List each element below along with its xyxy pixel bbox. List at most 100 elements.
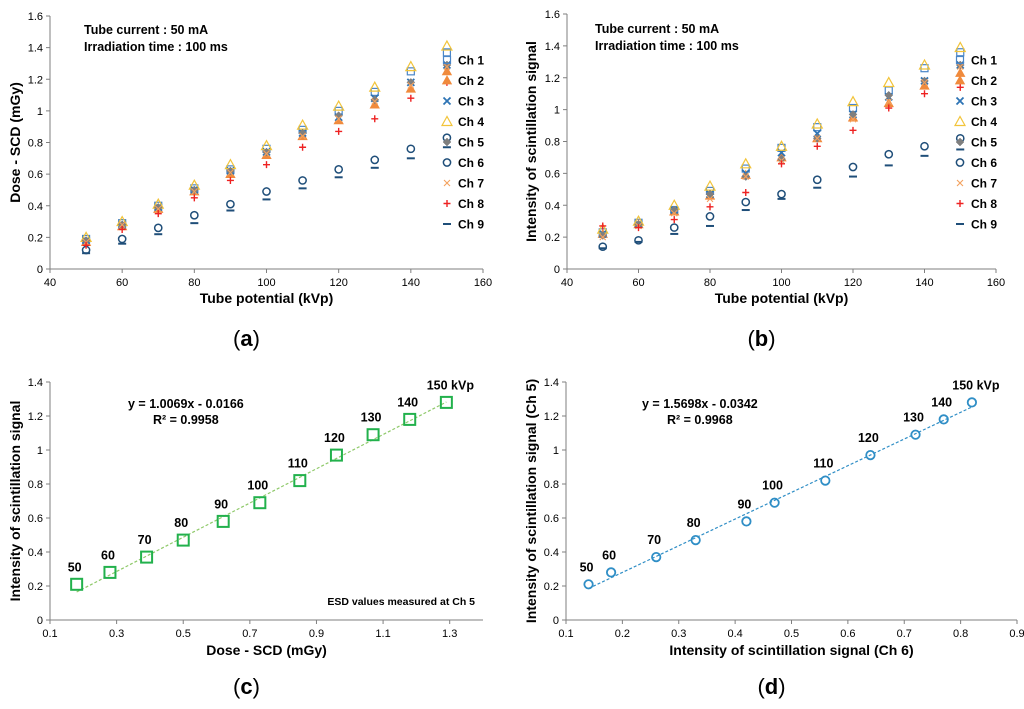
x-tick-label: 0.3	[671, 628, 686, 640]
y-tick-label: 0.4	[545, 200, 560, 212]
x-tick-label: 0.5	[784, 628, 799, 640]
data-point	[293, 474, 307, 488]
point-label: 110	[813, 457, 833, 471]
data-point	[176, 533, 190, 547]
legend-marker	[443, 200, 451, 207]
data-point	[117, 234, 127, 244]
series-ch-3	[598, 60, 965, 239]
x-tick-label: 0.1	[42, 628, 57, 640]
series-ch-7	[599, 63, 964, 241]
y-tick-label: 0.6	[545, 168, 560, 180]
legend-label: Ch 5	[458, 136, 484, 150]
legend-marker	[956, 179, 964, 187]
trendline	[588, 406, 973, 589]
data-point	[598, 242, 608, 252]
data-point	[669, 223, 679, 232]
data-point	[920, 64, 929, 73]
series-ch-8	[82, 78, 451, 249]
y-tick-label: 0.8	[28, 479, 43, 491]
chart-panel-d: 0 0.2 0.4 0.6 0.8 1 1.2 1.4 0.1 0.2 0.3 0.4 0.5 0.6 0.…	[523, 377, 1024, 699]
legend: Ch 1 Ch 2 Ch 3 Ch 4 Ch 5 Ch 6 Ch 7 Ch 8 Ch 9	[440, 54, 484, 232]
data-point	[371, 97, 379, 105]
y-tick-label: 1.4	[28, 377, 43, 389]
data-point	[332, 99, 345, 111]
data-point	[849, 126, 857, 134]
x-axis-title: Tube potential (kVp)	[200, 290, 334, 306]
x-tick-label: 100	[772, 277, 790, 289]
regression-equation: y = 1.5698x - 0.0342	[642, 397, 758, 411]
data-point	[329, 448, 343, 462]
data-point	[813, 142, 821, 150]
y-tick-label: 0	[37, 615, 43, 627]
x-tick-label: 0.2	[615, 628, 630, 640]
annotation-text: Irradiation time : 100 ms	[84, 40, 228, 54]
x-tick-label: 1.1	[375, 628, 390, 640]
series-ch-4	[596, 41, 967, 234]
series-ch-9	[598, 148, 965, 250]
legend-label: Ch 5	[971, 136, 997, 150]
data-point	[583, 579, 594, 590]
data-point	[406, 78, 416, 87]
x-axis-title: Tube potential (kVp)	[715, 290, 849, 306]
legend-label: Ch 7	[458, 177, 484, 191]
data-point	[846, 95, 860, 107]
point-label: 70	[647, 533, 661, 547]
point-label: 90	[214, 497, 228, 511]
x-tick-label: 60	[632, 277, 644, 289]
data-point	[938, 414, 949, 425]
point-label: 150 kVp	[952, 378, 1000, 392]
note-text: ESD values measured at Ch 5	[327, 596, 475, 608]
data-point	[706, 195, 714, 203]
data-point	[371, 115, 379, 123]
data-point	[651, 551, 662, 563]
data-point	[634, 235, 643, 245]
x-tick-label: 120	[844, 277, 862, 289]
legend-label: Ch 9	[458, 218, 484, 232]
data-point	[882, 76, 895, 88]
panel-label: (c)	[233, 674, 260, 699]
point-label: 60	[101, 548, 115, 562]
point-label: 130	[903, 411, 924, 425]
data-point	[227, 169, 234, 176]
legend-label: Ch 8	[971, 197, 997, 211]
annotation-text: Irradiation time : 100 ms	[595, 39, 739, 53]
chart-panel-c: 0 0.2 0.4 0.6 0.8 1 1.2 1.4 0.1 0.3 0.5 0.7 0.9 1.1 1.…	[7, 377, 483, 699]
data-point	[849, 115, 857, 123]
x-tick-label: 0.5	[176, 628, 191, 640]
legend-label: Ch 4	[971, 115, 997, 129]
y-tick-label: 0.6	[28, 513, 43, 525]
data-point	[605, 567, 617, 578]
y-tick-label: 0	[554, 264, 560, 276]
data-point	[956, 63, 964, 70]
data-point	[918, 58, 931, 70]
regression-equation: y = 1.0069x - 0.0166	[128, 397, 244, 411]
data-point	[599, 233, 607, 241]
data-point	[404, 60, 417, 72]
data-point	[884, 149, 894, 159]
legend-marker	[956, 200, 964, 207]
y-axis-title: Intensity of scintillation signal	[523, 41, 539, 242]
x-tick-label: 0.7	[897, 628, 912, 640]
data-point	[885, 104, 893, 112]
y-tick-label: 0.4	[544, 547, 559, 559]
point-label: 120	[324, 431, 345, 445]
legend-label: Ch 9	[971, 218, 997, 232]
y-tick-label: 0.4	[28, 547, 43, 559]
data-point	[334, 111, 344, 120]
series-ch-5	[81, 60, 452, 245]
y-tick-label: 1	[554, 105, 560, 117]
data-point	[742, 173, 750, 180]
legend-label: Ch 3	[971, 95, 997, 109]
x-tick-label: 0.6	[840, 628, 855, 640]
x-tick-label: 160	[987, 277, 1005, 289]
data-point	[153, 223, 163, 233]
data-point	[820, 475, 831, 486]
point-label: 50	[68, 560, 82, 574]
data-point	[777, 189, 786, 199]
point-label: 130	[361, 411, 382, 425]
point-label: 100	[762, 479, 783, 493]
data-point	[705, 189, 715, 199]
data-point	[335, 127, 343, 135]
legend-marker	[955, 137, 965, 147]
data-point	[440, 39, 453, 51]
